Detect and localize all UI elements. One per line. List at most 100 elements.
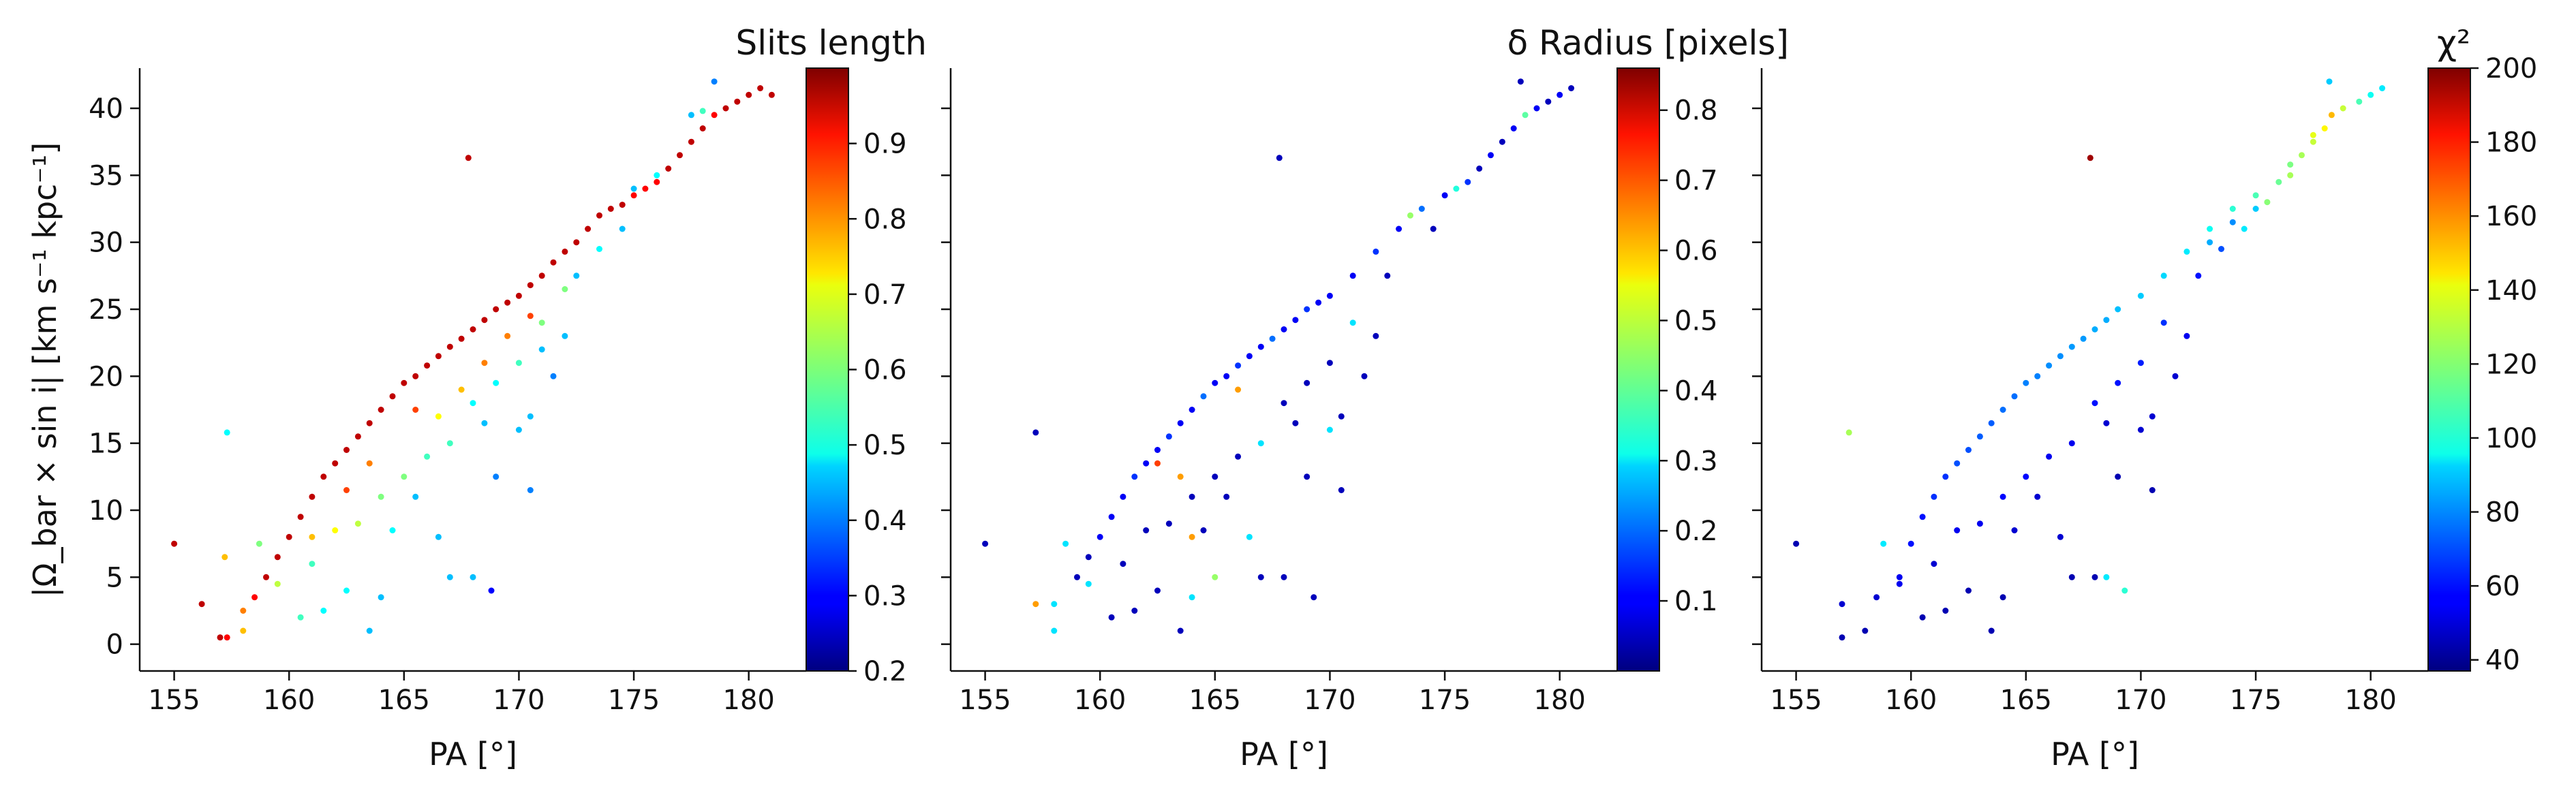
data-point [642, 185, 649, 192]
y-tick-label: 5 [106, 562, 123, 593]
scatter-points [171, 78, 775, 641]
data-point [1315, 299, 1322, 306]
x-tick-label: 175 [608, 685, 660, 716]
data-point [1954, 460, 1961, 467]
colorbar-ticks: 0.1 0.2 0.3 0.4 0.5 0.6 0.7 0.8 [1659, 95, 1718, 617]
data-point [2229, 206, 2236, 212]
data-point [1269, 335, 1276, 342]
data-point [366, 627, 373, 634]
x-tick-label: 165 [378, 685, 430, 716]
data-point [1131, 608, 1138, 614]
colorbar-tick-label: 0.6 [1674, 236, 1718, 267]
data-point [1235, 362, 1242, 369]
data-point [1326, 426, 1333, 433]
y-tick-label: 25 [89, 294, 123, 326]
data-point [504, 299, 511, 306]
data-point [470, 400, 476, 407]
data-point [550, 373, 557, 379]
y-tick-label: 35 [89, 160, 123, 191]
data-point [1919, 514, 1926, 520]
data-point [1361, 373, 1368, 379]
x-tick-label: 175 [2230, 685, 2282, 716]
data-point [332, 460, 339, 467]
data-point [2057, 533, 2064, 540]
data-point [1154, 447, 1161, 453]
data-point [677, 152, 683, 159]
data-point [1212, 379, 1218, 386]
colorbar-ticks: 40 60 80 100 120 140 160 180 200 [2470, 53, 2537, 676]
data-point [1407, 212, 1413, 219]
data-point [1165, 520, 1172, 527]
data-point [1154, 460, 1161, 467]
data-point [1235, 453, 1242, 460]
data-point [527, 487, 534, 493]
data-point [1880, 540, 1887, 547]
data-point [1223, 373, 1230, 379]
data-point [1177, 627, 1184, 634]
data-point [1032, 429, 1039, 436]
data-point [722, 105, 729, 112]
data-point [2034, 493, 2041, 500]
data-point [688, 112, 694, 119]
data-point [2149, 487, 2156, 493]
colorbar-tick-label: 40 [2485, 645, 2520, 676]
data-point [1212, 574, 1218, 580]
data-point [1097, 533, 1103, 540]
data-point [1062, 540, 1069, 547]
data-point [1189, 493, 1195, 500]
data-point [2011, 393, 2018, 400]
data-point [493, 379, 500, 386]
data-point [378, 407, 384, 413]
data-point [2229, 219, 2236, 225]
colorbar-tick-label: 140 [2485, 275, 2537, 307]
data-point [389, 527, 396, 533]
data-point [1976, 520, 1983, 527]
data-point [1120, 561, 1126, 567]
data-point [2356, 98, 2363, 105]
data-point [1873, 594, 1880, 601]
data-point [1942, 608, 1949, 614]
data-point [515, 426, 522, 433]
data-point [665, 166, 672, 172]
data-point [412, 407, 419, 413]
colorbar-title: Slits length [736, 23, 927, 63]
data-point [366, 420, 373, 426]
y-ticks: 0 5 10 15 20 25 30 35 40 [89, 93, 140, 661]
colorbar [806, 67, 849, 672]
data-point [2367, 91, 2374, 98]
data-point [2340, 105, 2346, 112]
data-point [378, 493, 384, 500]
data-point [240, 627, 247, 634]
data-point [274, 580, 281, 587]
panel-right: 155 160 165 170 175 180 PA [°] 40 60 80 100 120 14… [1752, 23, 2537, 772]
data-point [2310, 131, 2316, 138]
data-point [1499, 138, 1505, 145]
x-tick-label: 170 [493, 685, 545, 716]
x-axis-label: PA [°] [429, 736, 517, 772]
data-point [2328, 112, 2335, 119]
y-tick-label: 20 [89, 361, 123, 392]
data-point [221, 554, 228, 561]
data-point [1349, 272, 1356, 279]
data-point [470, 574, 476, 580]
data-point [1223, 493, 1230, 500]
data-point [1165, 433, 1172, 440]
data-point [1292, 317, 1299, 324]
data-point [1189, 533, 1195, 540]
data-point [562, 248, 568, 255]
colorbar-tick-label: 160 [2485, 201, 2537, 232]
data-point [309, 533, 316, 540]
data-point [240, 608, 247, 614]
data-point [1476, 166, 1483, 172]
colorbar-tick-label: 100 [2485, 423, 2537, 454]
data-point [1845, 429, 1852, 436]
data-point [1931, 493, 1937, 500]
colorbar-tick-label: 0.3 [863, 580, 907, 612]
data-point [366, 460, 373, 467]
data-point [515, 360, 522, 366]
data-point [1931, 561, 1937, 567]
data-point [251, 594, 258, 601]
data-point [171, 540, 178, 547]
data-point [1338, 413, 1345, 420]
data-point [1120, 493, 1126, 500]
